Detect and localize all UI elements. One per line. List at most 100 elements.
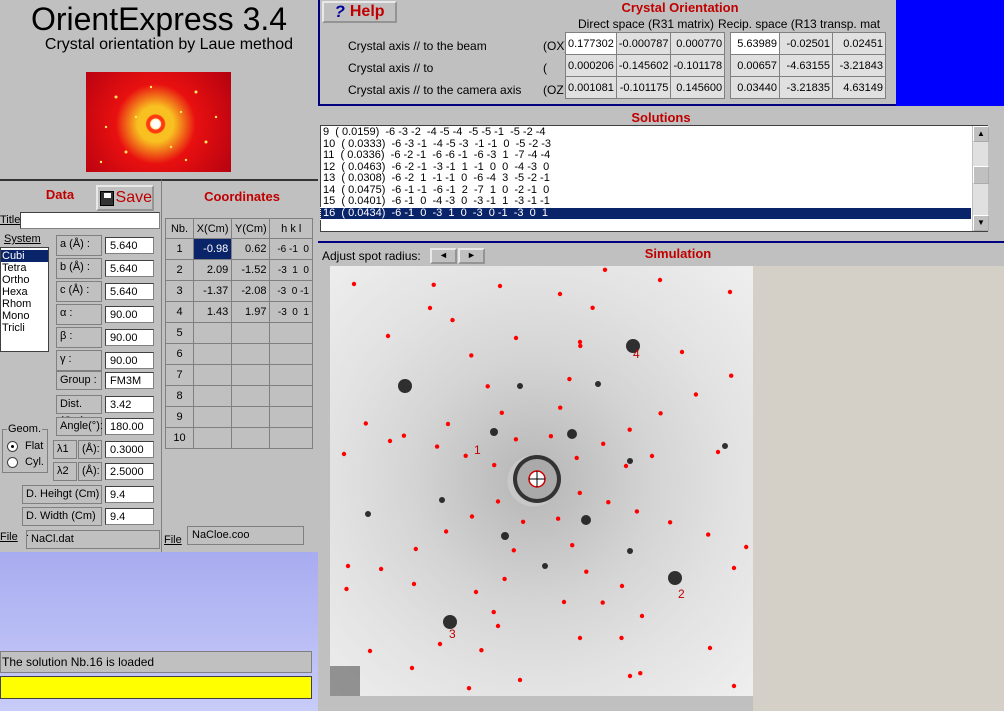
table-row[interactable]: 5 <box>165 322 313 344</box>
lambda2-field[interactable]: 2.5000 <box>105 463 154 480</box>
coordinates-table[interactable]: Nb. X(Cm) Y(Cm) h k l 1 -0.98 0.62 -6 -1 0 2 2.0… <box>165 218 313 449</box>
coord-cell-hkl[interactable]: -3 0 1 <box>269 301 313 323</box>
coord-cell-y[interactable] <box>231 427 271 449</box>
system-item-ortho[interactable]: Ortho <box>2 274 30 286</box>
recip-cell: -4.63155 <box>778 54 833 77</box>
table-row[interactable]: 10 <box>165 427 313 449</box>
coord-cell-hkl[interactable] <box>269 322 313 344</box>
table-row[interactable]: 4 1.43 1.97 -3 0 1 <box>165 301 313 323</box>
coord-cell-hkl[interactable] <box>269 427 313 449</box>
list-item[interactable]: 15 ( 0.0401) -6 -1 0 -4 -3 0 -3 -1 1 -3 … <box>323 195 550 207</box>
coord-cell-x[interactable]: -0.98 <box>192 238 233 260</box>
coord-cell-y[interactable] <box>231 364 271 386</box>
table-row[interactable]: 1 -0.98 0.62 -6 -1 0 <box>165 238 313 260</box>
table-row[interactable]: 6 <box>165 343 313 365</box>
diffraction-spot <box>517 383 523 389</box>
coord-cell-hkl[interactable] <box>269 385 313 407</box>
group-field[interactable]: FM3M <box>105 372 154 389</box>
coord-cell-hkl[interactable]: -3 1 0 <box>269 259 313 281</box>
list-item[interactable]: 10 ( 0.0333) -6 -3 -1 -4 -5 -3 -1 -1 0 -… <box>323 137 552 150</box>
system-item-tetra[interactable]: Tetra <box>2 262 27 274</box>
radius-increase-button[interactable]: ► <box>458 248 485 264</box>
title-field[interactable] <box>20 212 160 229</box>
list-item[interactable]: 16 ( 0.0434) -6 -1 0 -3 1 0 -3 0 -1 -3 0… <box>320 206 972 220</box>
data-file-field[interactable]: NaCl.dat <box>26 530 160 549</box>
diffraction-spot <box>627 548 633 554</box>
solutions-scrollbar[interactable]: ▲ ▼ <box>972 126 989 231</box>
system-item-tricli[interactable]: Tricli <box>2 322 25 334</box>
list-item[interactable]: 9 ( 0.0159) -6 -3 -2 -4 -5 -4 -5 -5 -1 -… <box>323 126 546 138</box>
coord-cell-hkl[interactable]: -6 -1 0 <box>269 238 313 260</box>
table-row[interactable]: 2 2.09 -1.52 -3 1 0 <box>165 259 313 281</box>
param-c-field[interactable]: 5.640 <box>105 283 154 300</box>
dheight-field[interactable]: 9.4 <box>105 486 154 503</box>
param-beta-field[interactable]: 90.00 <box>105 329 154 346</box>
title-field-label: Title <box>0 214 21 226</box>
list-item[interactable]: 11 ( 0.0336) -6 -2 -1 -6 -6 -1 -6 -3 1 -… <box>323 149 551 161</box>
simulated-spot <box>463 453 468 458</box>
system-item-cubi[interactable]: Cubi <box>1 250 48 262</box>
direct-cell: 0.001081 <box>565 76 617 99</box>
coord-cell-x[interactable]: 2.09 <box>192 259 233 281</box>
table-row[interactable]: 7 <box>165 364 313 386</box>
scroll-down-arrow-icon[interactable]: ▼ <box>973 215 989 231</box>
coord-cell-hkl[interactable] <box>269 343 313 365</box>
coord-cell-x[interactable] <box>192 427 233 449</box>
laue-pattern-canvas[interactable]: 1 2 3 4 <box>330 266 753 696</box>
save-button-label: Save <box>115 189 152 206</box>
dist-field[interactable]: 3.42 <box>105 396 154 413</box>
coord-cell-nb: 5 <box>165 322 194 344</box>
system-item-rhom[interactable]: Rhom <box>2 298 32 310</box>
system-item-hexa[interactable]: Hexa <box>2 286 28 298</box>
dwidth-field[interactable]: 9.4 <box>105 508 154 525</box>
coord-cell-hkl[interactable] <box>269 364 313 386</box>
coord-cell-nb: 4 <box>165 301 194 323</box>
simulated-spot <box>623 463 629 469</box>
coord-cell-y[interactable] <box>231 322 271 344</box>
coord-cell-y[interactable]: -2.08 <box>231 280 271 302</box>
radius-decrease-button[interactable]: ◄ <box>430 248 457 264</box>
param-gamma-field[interactable]: 90.00 <box>105 352 154 369</box>
coord-cell-x[interactable] <box>192 406 233 428</box>
spot-number-label: 2 <box>678 587 685 601</box>
lambda1-field[interactable]: 0.3000 <box>105 441 154 458</box>
scroll-up-arrow-icon[interactable]: ▲ <box>973 126 989 142</box>
coord-cell-hkl[interactable] <box>269 406 313 428</box>
scroll-thumb[interactable] <box>973 166 989 184</box>
save-button[interactable]: Save <box>96 185 154 211</box>
coord-file-field[interactable]: NaCloe.coo <box>187 526 304 545</box>
coord-cell-x[interactable] <box>192 364 233 386</box>
coord-cell-x[interactable] <box>192 322 233 344</box>
list-item[interactable]: 12 ( 0.0463) -6 -2 -1 -3 -1 1 -1 0 0 -4 … <box>323 160 550 173</box>
coord-cell-x[interactable]: 1.43 <box>192 301 233 323</box>
angle-field[interactable]: 180.00 <box>105 418 154 435</box>
solutions-title: Solutions <box>631 110 691 125</box>
coord-cell-x[interactable] <box>192 343 233 365</box>
param-a-field[interactable]: 5.640 <box>105 237 154 254</box>
system-list[interactable]: Cubi Tetra Ortho Hexa Rhom Mono Tricli <box>0 247 49 352</box>
help-button[interactable]: ? Help <box>322 1 397 23</box>
coord-cell-y[interactable] <box>231 385 271 407</box>
geom-flat-radio[interactable]: Flat <box>7 440 43 452</box>
solutions-list[interactable]: 9 ( 0.0159) -6 -3 -2 -4 -5 -4 -5 -5 -1 -… <box>320 125 989 232</box>
coord-cell-y[interactable] <box>231 343 271 365</box>
coord-cell-y[interactable] <box>231 406 271 428</box>
coord-cell-hkl[interactable]: -3 0 -1 <box>269 280 313 302</box>
list-item[interactable]: 13 ( 0.0308) -6 -2 1 -1 -1 0 -6 -4 3 -5 … <box>323 172 550 184</box>
list-item[interactable]: 14 ( 0.0475) -6 -1 -1 -6 -1 2 -7 1 0 -2 … <box>323 183 550 196</box>
param-alpha-field[interactable]: 90.00 <box>105 306 154 323</box>
coord-cell-y[interactable]: 0.62 <box>231 238 271 260</box>
param-b-field[interactable]: 5.640 <box>105 260 154 277</box>
coord-cell-x[interactable] <box>192 385 233 407</box>
coord-cell-y[interactable]: -1.52 <box>231 259 271 281</box>
table-row[interactable]: 8 <box>165 385 313 407</box>
coord-cell-x[interactable]: -1.37 <box>192 280 233 302</box>
table-row[interactable]: 9 <box>165 406 313 428</box>
table-row[interactable]: 3 -1.37 -2.08 -3 0 -1 <box>165 280 313 302</box>
coord-header-hkl: h k l <box>269 218 313 239</box>
simulated-spot <box>466 686 472 691</box>
system-item-mono[interactable]: Mono <box>2 310 30 322</box>
geom-cyl-radio[interactable]: Cyl. <box>7 456 44 468</box>
orient-row-axis: (OX) <box>543 39 565 53</box>
coord-cell-y[interactable]: 1.97 <box>231 301 271 323</box>
